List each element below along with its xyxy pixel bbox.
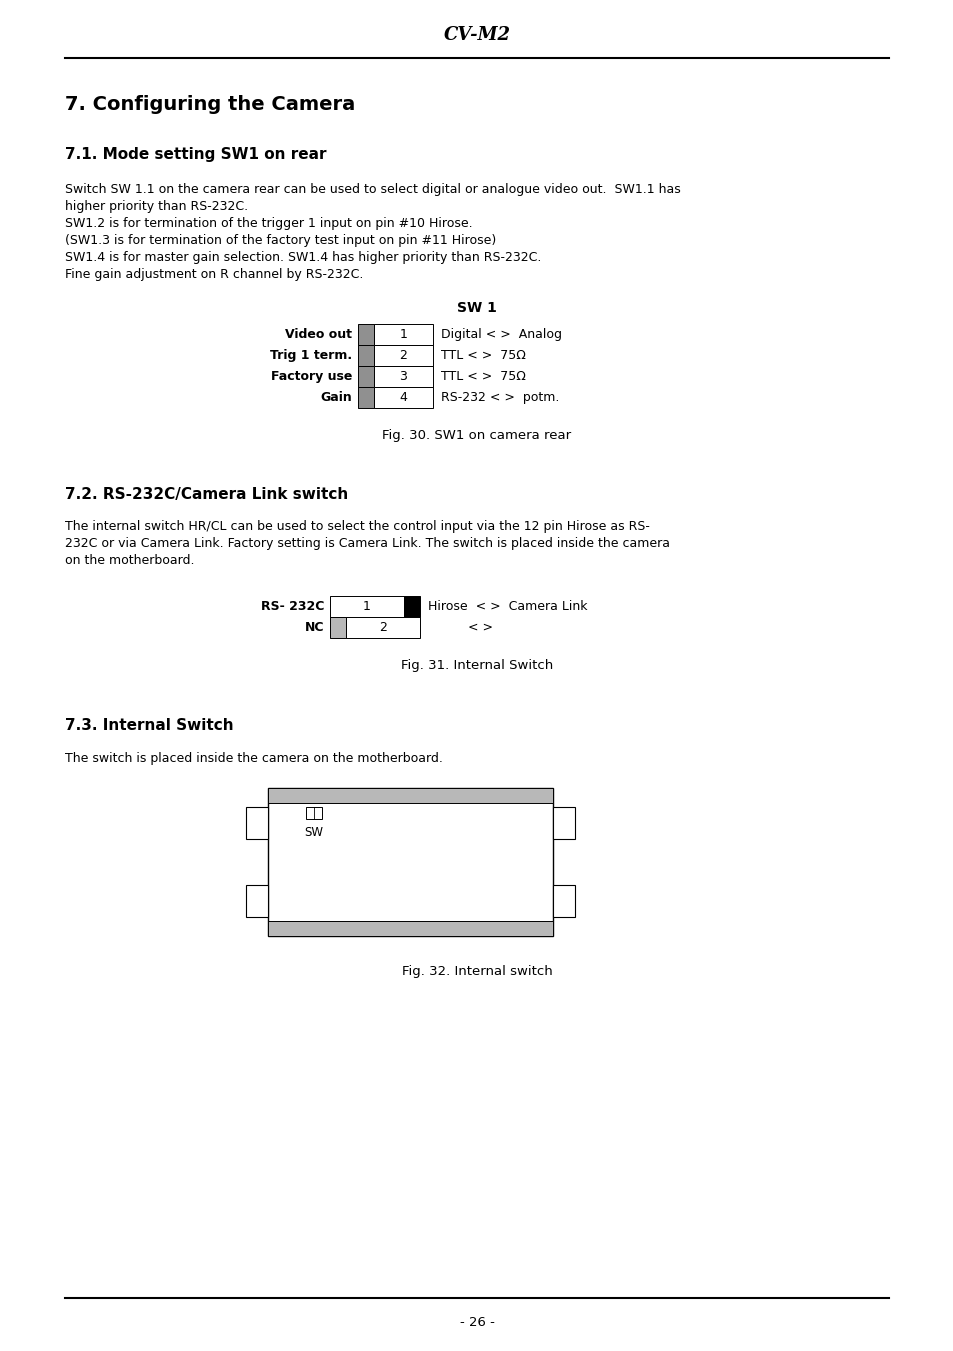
Text: CV-M2: CV-M2: [443, 26, 510, 45]
Text: 1: 1: [399, 328, 407, 340]
Bar: [357, 386, 374, 408]
Text: 2: 2: [399, 349, 407, 362]
Bar: [330, 617, 346, 638]
Text: 7.3. Internal Switch: 7.3. Internal Switch: [65, 719, 233, 734]
Bar: [403, 596, 419, 617]
Text: on the motherboard.: on the motherboard.: [65, 554, 194, 567]
Text: TTL < >  75Ω: TTL < > 75Ω: [440, 370, 525, 382]
Bar: [357, 324, 374, 345]
Text: 2: 2: [378, 621, 387, 634]
Text: The internal switch HR/CL can be used to select the control input via the 12 pin: The internal switch HR/CL can be used to…: [65, 520, 649, 534]
Bar: [374, 324, 433, 345]
Text: Switch SW 1.1 on the camera rear can be used to select digital or analogue video: Switch SW 1.1 on the camera rear can be …: [65, 182, 680, 196]
Bar: [553, 807, 575, 839]
Text: Digital < >  Analog: Digital < > Analog: [440, 328, 561, 340]
Text: Factory use: Factory use: [271, 370, 352, 382]
Bar: [246, 885, 268, 917]
Bar: [357, 366, 374, 386]
Text: SW: SW: [304, 827, 323, 839]
Text: 7.1. Mode setting SW1 on rear: 7.1. Mode setting SW1 on rear: [65, 147, 326, 162]
Text: Hirose  < >  Camera Link: Hirose < > Camera Link: [428, 600, 587, 613]
Bar: [374, 386, 433, 408]
Bar: [306, 807, 322, 819]
Bar: [268, 788, 553, 802]
Bar: [374, 345, 433, 366]
Text: Fine gain adjustment on R channel by RS-232C.: Fine gain adjustment on R channel by RS-…: [65, 267, 363, 281]
Text: SW1.4 is for master gain selection. SW1.4 has higher priority than RS-232C.: SW1.4 is for master gain selection. SW1.…: [65, 251, 540, 263]
Text: 3: 3: [399, 370, 407, 382]
Bar: [330, 596, 403, 617]
Text: The switch is placed inside the camera on the motherboard.: The switch is placed inside the camera o…: [65, 753, 442, 765]
Bar: [246, 807, 268, 839]
Text: 1: 1: [363, 600, 371, 613]
Text: higher priority than RS-232C.: higher priority than RS-232C.: [65, 200, 248, 213]
Text: Gain: Gain: [320, 390, 352, 404]
Text: 7. Configuring the Camera: 7. Configuring the Camera: [65, 96, 355, 115]
Text: (SW1.3 is for termination of the factory test input on pin #11 Hirose): (SW1.3 is for termination of the factory…: [65, 234, 496, 247]
Text: TTL < >  75Ω: TTL < > 75Ω: [440, 349, 525, 362]
Bar: [357, 345, 374, 366]
Text: 232C or via Camera Link. Factory setting is Camera Link. The switch is placed in: 232C or via Camera Link. Factory setting…: [65, 536, 669, 550]
Bar: [346, 617, 419, 638]
Text: SW1.2 is for termination of the trigger 1 input on pin #10 Hirose.: SW1.2 is for termination of the trigger …: [65, 218, 472, 230]
Text: Video out: Video out: [285, 328, 352, 340]
Text: SW 1: SW 1: [456, 301, 497, 315]
Bar: [553, 885, 575, 917]
Text: < >: < >: [428, 621, 493, 634]
Text: RS-232 < >  potm.: RS-232 < > potm.: [440, 390, 558, 404]
Text: 4: 4: [399, 390, 407, 404]
Text: Fig. 31. Internal Switch: Fig. 31. Internal Switch: [400, 659, 553, 673]
Text: Trig 1 term.: Trig 1 term.: [270, 349, 352, 362]
Bar: [268, 921, 553, 936]
Bar: [374, 366, 433, 386]
Text: 7.2. RS-232C/Camera Link switch: 7.2. RS-232C/Camera Link switch: [65, 486, 348, 501]
Bar: [268, 788, 553, 936]
Text: NC: NC: [304, 621, 324, 634]
Text: - 26 -: - 26 -: [459, 1316, 494, 1328]
Text: Fig. 32. Internal switch: Fig. 32. Internal switch: [401, 965, 552, 978]
Text: RS- 232C: RS- 232C: [260, 600, 324, 613]
Text: Fig. 30. SW1 on camera rear: Fig. 30. SW1 on camera rear: [382, 430, 571, 443]
